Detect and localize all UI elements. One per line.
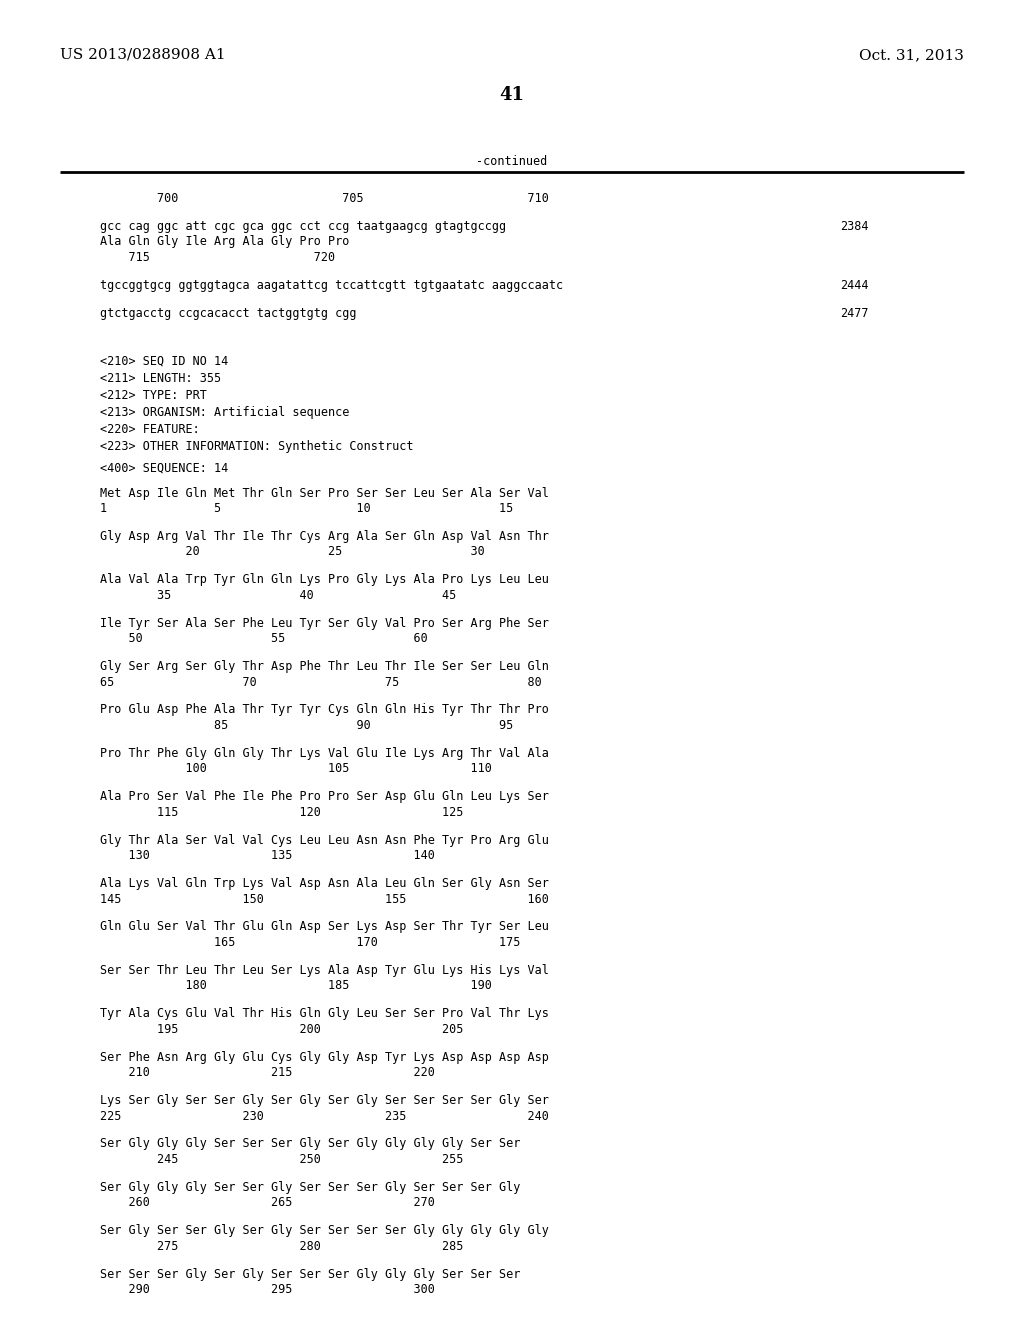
Text: 41: 41 [500, 86, 524, 104]
Text: Gln Glu Ser Val Thr Glu Gln Asp Ser Lys Asp Ser Thr Tyr Ser Leu: Gln Glu Ser Val Thr Glu Gln Asp Ser Lys … [100, 920, 549, 933]
Text: 2477: 2477 [840, 306, 868, 319]
Text: Ala Pro Ser Val Phe Ile Phe Pro Pro Ser Asp Glu Gln Leu Lys Ser: Ala Pro Ser Val Phe Ile Phe Pro Pro Ser … [100, 791, 549, 804]
Text: 85                  90                  95: 85 90 95 [100, 719, 513, 733]
Text: 2384: 2384 [840, 220, 868, 232]
Text: Ser Gly Gly Gly Ser Ser Ser Gly Ser Gly Gly Gly Gly Ser Ser: Ser Gly Gly Gly Ser Ser Ser Gly Ser Gly … [100, 1138, 520, 1151]
Text: Ser Ser Ser Gly Ser Gly Ser Ser Ser Gly Gly Gly Ser Ser Ser: Ser Ser Ser Gly Ser Gly Ser Ser Ser Gly … [100, 1267, 520, 1280]
Text: <223> OTHER INFORMATION: Synthetic Construct: <223> OTHER INFORMATION: Synthetic Const… [100, 440, 414, 453]
Text: Ser Gly Gly Gly Ser Ser Gly Ser Ser Ser Gly Ser Ser Ser Gly: Ser Gly Gly Gly Ser Ser Gly Ser Ser Ser … [100, 1181, 520, 1193]
Text: Ser Ser Thr Leu Thr Leu Ser Lys Ala Asp Tyr Glu Lys His Lys Val: Ser Ser Thr Leu Thr Leu Ser Lys Ala Asp … [100, 964, 549, 977]
Text: 2444: 2444 [840, 279, 868, 292]
Text: 225                 230                 235                 240: 225 230 235 240 [100, 1110, 549, 1122]
Text: tgccggtgcg ggtggtagca aagatattcg tccattcgtt tgtgaatatc aaggccaatc: tgccggtgcg ggtggtagca aagatattcg tccattc… [100, 279, 563, 292]
Text: Ser Phe Asn Arg Gly Glu Cys Gly Gly Asp Tyr Lys Asp Asp Asp Asp: Ser Phe Asn Arg Gly Glu Cys Gly Gly Asp … [100, 1051, 549, 1064]
Text: 65                  70                  75                  80: 65 70 75 80 [100, 676, 542, 689]
Text: Ile Tyr Ser Ala Ser Phe Leu Tyr Ser Gly Val Pro Ser Arg Phe Ser: Ile Tyr Ser Ala Ser Phe Leu Tyr Ser Gly … [100, 616, 549, 630]
Text: 130                 135                 140: 130 135 140 [100, 849, 435, 862]
Text: Ala Val Ala Trp Tyr Gln Gln Lys Pro Gly Lys Ala Pro Lys Leu Leu: Ala Val Ala Trp Tyr Gln Gln Lys Pro Gly … [100, 573, 549, 586]
Text: -continued: -continued [476, 154, 548, 168]
Text: <220> FEATURE:: <220> FEATURE: [100, 422, 200, 436]
Text: Met Asp Ile Gln Met Thr Gln Ser Pro Ser Ser Leu Ser Ala Ser Val: Met Asp Ile Gln Met Thr Gln Ser Pro Ser … [100, 487, 549, 499]
Text: 180                 185                 190: 180 185 190 [100, 979, 492, 993]
Text: 20                  25                  30: 20 25 30 [100, 545, 484, 558]
Text: Gly Ser Arg Ser Gly Thr Asp Phe Thr Leu Thr Ile Ser Ser Leu Gln: Gly Ser Arg Ser Gly Thr Asp Phe Thr Leu … [100, 660, 549, 673]
Text: 195                 200                 205: 195 200 205 [100, 1023, 464, 1036]
Text: Gly Asp Arg Val Thr Ile Thr Cys Arg Ala Ser Gln Asp Val Asn Thr: Gly Asp Arg Val Thr Ile Thr Cys Arg Ala … [100, 529, 549, 543]
Text: 210                 215                 220: 210 215 220 [100, 1067, 435, 1080]
Text: Gly Thr Ala Ser Val Val Cys Leu Leu Asn Asn Phe Tyr Pro Arg Glu: Gly Thr Ala Ser Val Val Cys Leu Leu Asn … [100, 834, 549, 846]
Text: 275                 280                 285: 275 280 285 [100, 1239, 464, 1253]
Text: Ser Gly Ser Ser Gly Ser Gly Ser Ser Ser Ser Gly Gly Gly Gly Gly: Ser Gly Ser Ser Gly Ser Gly Ser Ser Ser … [100, 1225, 549, 1237]
Text: 715                       720: 715 720 [100, 251, 335, 264]
Text: 115                 120                 125: 115 120 125 [100, 805, 464, 818]
Text: <210> SEQ ID NO 14: <210> SEQ ID NO 14 [100, 355, 228, 368]
Text: 50                  55                  60: 50 55 60 [100, 632, 428, 645]
Text: Oct. 31, 2013: Oct. 31, 2013 [859, 48, 964, 62]
Text: 35                  40                  45: 35 40 45 [100, 589, 457, 602]
Text: US 2013/0288908 A1: US 2013/0288908 A1 [60, 48, 225, 62]
Text: 100                 105                 110: 100 105 110 [100, 763, 492, 775]
Text: Tyr Ala Cys Glu Val Thr His Gln Gly Leu Ser Ser Pro Val Thr Lys: Tyr Ala Cys Glu Val Thr His Gln Gly Leu … [100, 1007, 549, 1020]
Text: Lys Ser Gly Ser Ser Gly Ser Gly Ser Gly Ser Ser Ser Ser Gly Ser: Lys Ser Gly Ser Ser Gly Ser Gly Ser Gly … [100, 1094, 549, 1107]
Text: 245                 250                 255: 245 250 255 [100, 1152, 464, 1166]
Text: <213> ORGANISM: Artificial sequence: <213> ORGANISM: Artificial sequence [100, 407, 349, 418]
Text: 260                 265                 270: 260 265 270 [100, 1196, 435, 1209]
Text: Ala Gln Gly Ile Arg Ala Gly Pro Pro: Ala Gln Gly Ile Arg Ala Gly Pro Pro [100, 235, 349, 248]
Text: <212> TYPE: PRT: <212> TYPE: PRT [100, 389, 207, 401]
Text: Ala Lys Val Gln Trp Lys Val Asp Asn Ala Leu Gln Ser Gly Asn Ser: Ala Lys Val Gln Trp Lys Val Asp Asn Ala … [100, 876, 549, 890]
Text: 700                       705                       710: 700 705 710 [100, 191, 549, 205]
Text: 165                 170                 175: 165 170 175 [100, 936, 520, 949]
Text: 145                 150                 155                 160: 145 150 155 160 [100, 892, 549, 906]
Text: 290                 295                 300: 290 295 300 [100, 1283, 435, 1296]
Text: gcc cag ggc att cgc gca ggc cct ccg taatgaagcg gtagtgccgg: gcc cag ggc att cgc gca ggc cct ccg taat… [100, 220, 506, 232]
Text: gtctgacctg ccgcacacct tactggtgtg cgg: gtctgacctg ccgcacacct tactggtgtg cgg [100, 306, 356, 319]
Text: <400> SEQUENCE: 14: <400> SEQUENCE: 14 [100, 462, 228, 475]
Text: 1               5                   10                  15: 1 5 10 15 [100, 502, 513, 515]
Text: Pro Glu Asp Phe Ala Thr Tyr Tyr Cys Gln Gln His Tyr Thr Thr Pro: Pro Glu Asp Phe Ala Thr Tyr Tyr Cys Gln … [100, 704, 549, 717]
Text: Pro Thr Phe Gly Gln Gly Thr Lys Val Glu Ile Lys Arg Thr Val Ala: Pro Thr Phe Gly Gln Gly Thr Lys Val Glu … [100, 747, 549, 760]
Text: <211> LENGTH: 355: <211> LENGTH: 355 [100, 372, 221, 385]
